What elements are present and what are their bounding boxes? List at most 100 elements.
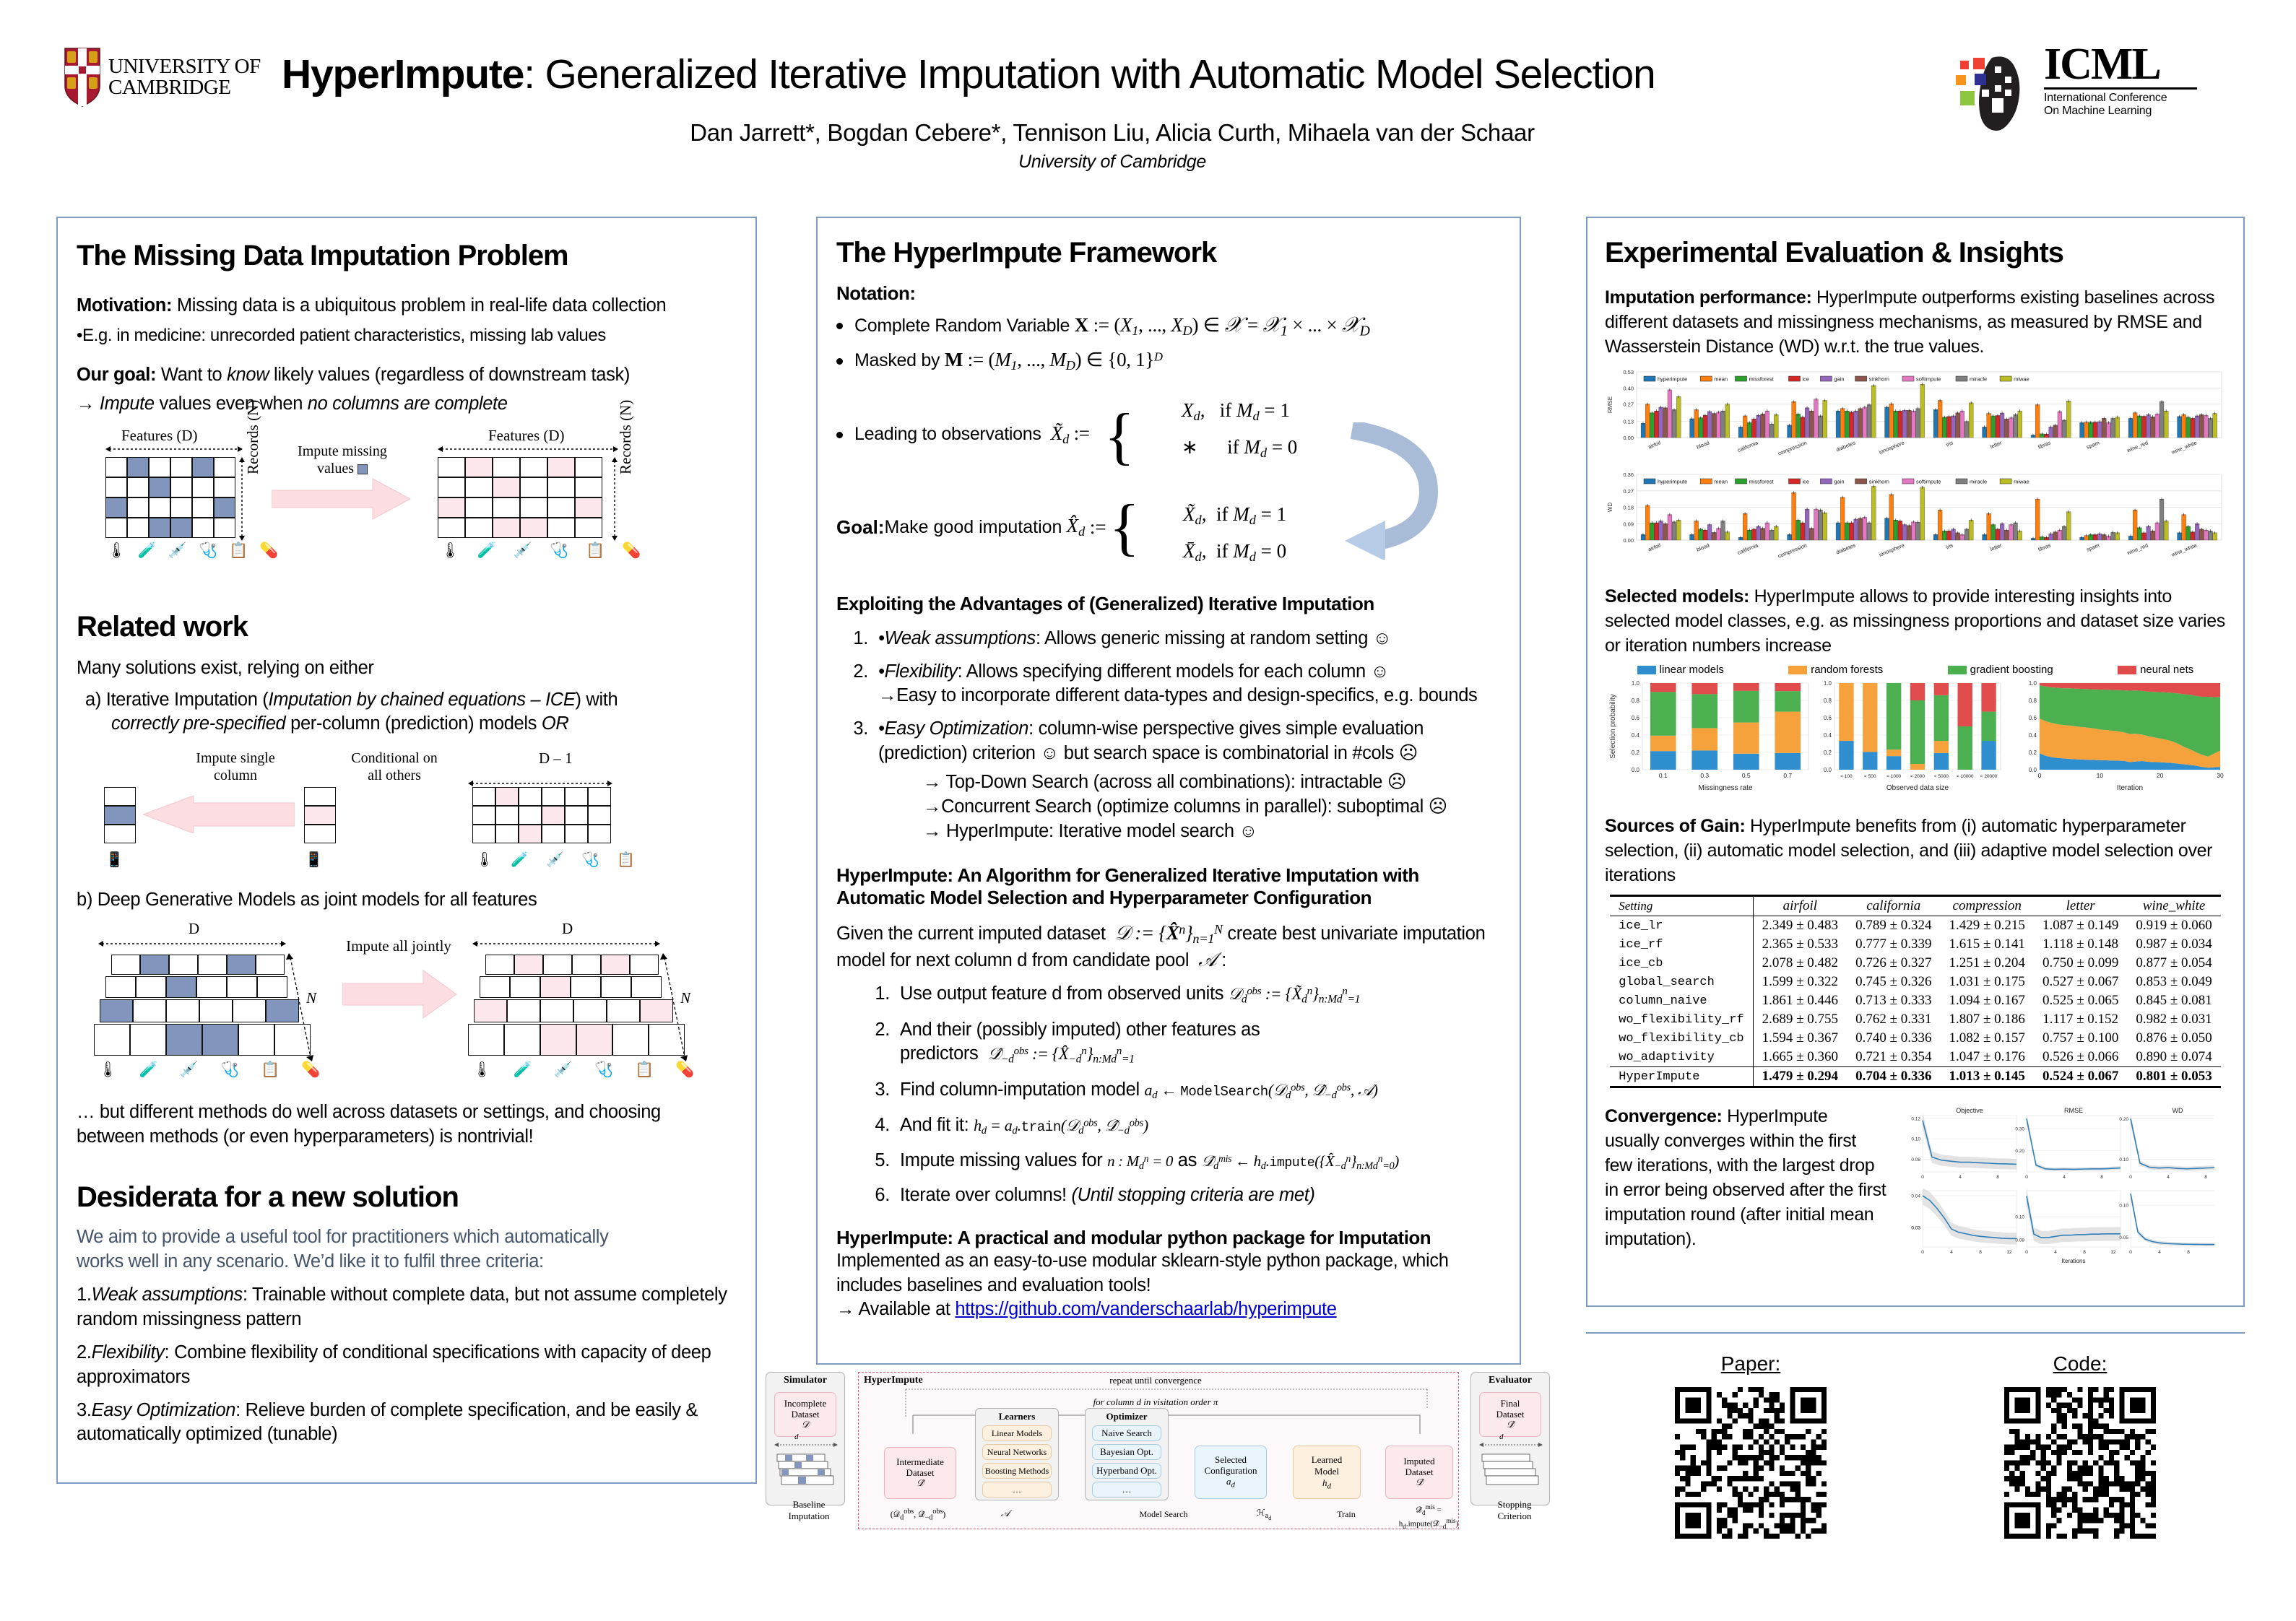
svg-text:4: 4 — [2054, 1250, 2057, 1255]
section-title-missing-data: The Missing Data Imputation Problem — [77, 240, 569, 271]
code-link-block[interactable]: Code: — [2004, 1352, 2156, 1542]
thermometer-icon: 🌡 — [107, 542, 126, 559]
cambridge-logo: UNIVERSITY OF CAMBRIDGE — [64, 45, 266, 110]
svg-text:0: 0 — [1921, 1250, 1924, 1255]
svg-text:8: 8 — [2083, 1250, 2086, 1255]
section-title-desiderata: Desiderata for a new solution — [77, 1181, 459, 1214]
evaluator-title: Evaluator — [1489, 1375, 1532, 1386]
table-cell: 1.807 ± 0.186 — [1949, 1012, 2025, 1027]
svg-text:0.00: 0.00 — [1623, 435, 1634, 441]
svg-text:Missingness rate: Missingness rate — [1698, 784, 1752, 792]
flow-label-model-search: Model Search — [1139, 1509, 1188, 1519]
desiderata-item-2: 2.Flexibility: Combine flexibility of co… — [77, 1342, 711, 1387]
svg-text:0: 0 — [2129, 1250, 2132, 1255]
observation-definition-block: Leading to observations X̃d := { Xd, if … — [836, 376, 1501, 593]
table-cell: 0.721 ± 0.354 — [1855, 1049, 1932, 1064]
learner-neural-networks: Neural Networks — [982, 1444, 1052, 1460]
phone-icon: 📱 — [105, 852, 124, 869]
panel-experimental-evaluation: Experimental Evaluation & Insights Imput… — [1586, 217, 2245, 1307]
stethoscope-icon: 🩺 — [549, 542, 569, 559]
svg-text:letter: letter — [1989, 542, 2003, 552]
svg-text:0.18: 0.18 — [1623, 505, 1634, 511]
bullet-icon — [836, 431, 843, 438]
legend-swatch — [1947, 665, 1967, 674]
selection-probability-charts: 0.0 0.2 0.4 0.6 0.8 1.0 Selection probability 0… — [1609, 680, 2224, 792]
legend-label: neural nets — [2140, 664, 2194, 676]
github-link[interactable]: https://github.com/vanderschaarlab/hyper… — [955, 1299, 1337, 1320]
svg-text:blood: blood — [1696, 542, 1710, 553]
svg-text:0.5: 0.5 — [1742, 772, 1751, 779]
svg-text:0.10: 0.10 — [2119, 1204, 2128, 1209]
svg-text:0.0: 0.0 — [2029, 767, 2037, 773]
legend-item-neural-nets: neural nets — [2118, 664, 2193, 676]
stethoscope-icon: 🩺 — [220, 1061, 240, 1079]
row-setting: ice_cb — [1619, 956, 1663, 970]
code-qr-code[interactable] — [2004, 1387, 2156, 1539]
stopping-criterion-label: Stopping Criterion — [1497, 1499, 1532, 1521]
convergence-text: HyperImpute usually converges within the… — [1605, 1106, 1886, 1249]
svg-text:ice: ice — [1803, 479, 1810, 485]
vial-icon: 🧪 — [139, 1061, 158, 1079]
table-row: wo_flexibility_cb 1.594 ± 0.367 0.740 ± 0.… — [1610, 1029, 2221, 1048]
svg-text:iris: iris — [1945, 439, 1954, 448]
table-cell: 1.013 ± 0.145 — [1940, 1066, 2034, 1088]
svg-text:< 1000: < 1000 — [1886, 774, 1901, 779]
exploit-sub-2: →Concurrent Search (optimize columns in … — [923, 796, 1447, 817]
learner-boosting-methods: Boosting Methods — [982, 1463, 1052, 1479]
icml-logo: ICML International Conference On Machine… — [1956, 42, 2253, 131]
medical-icons-joint-right: 🌡 🧪 💉 🩺 📋 💊 — [472, 1061, 694, 1079]
svg-text:ionosphere: ionosphere — [1878, 440, 1905, 456]
svg-text:1.0: 1.0 — [1632, 680, 1640, 687]
notation-item-1: Complete Random Variable X := (X1, ..., … — [836, 313, 1501, 340]
chart-icon: 📋 — [635, 1061, 654, 1079]
paper-link-block[interactable]: Paper: — [1675, 1352, 1827, 1542]
table-cell: 1.429 ± 0.215 — [1940, 916, 2034, 935]
final-dataset-box: Final Dataset 𝒟̂ — [1479, 1392, 1541, 1437]
legend-item-random-forests: random forests — [1788, 664, 1883, 676]
incomplete-dataset-box: Incomplete Dataset 𝒟 — [774, 1392, 836, 1437]
svg-text:diabetes: diabetes — [1835, 542, 1857, 555]
vial-icon: 🧪 — [477, 542, 496, 559]
svg-text:wine_white: wine_white — [2170, 440, 2198, 456]
stethoscope-icon: 🩺 — [198, 542, 218, 559]
svg-text:0.10: 0.10 — [2119, 1157, 2128, 1162]
svg-text:Iterations: Iterations — [2062, 1258, 2086, 1263]
selected-models-charts: linear models random forests gradient boos… — [1605, 664, 2226, 798]
affiliation: University of Cambridge — [1018, 152, 1206, 172]
vial-icon: 🧪 — [137, 542, 157, 559]
svg-text:0.00: 0.00 — [1623, 537, 1634, 544]
flow-label-H: ℋad — [1256, 1508, 1272, 1522]
table-cell: 0.740 ± 0.336 — [1855, 1030, 1932, 1046]
motivation-text: Missing data is a ubiquitous problem in … — [172, 295, 667, 316]
svg-text:compression: compression — [1777, 542, 1808, 560]
bullet-icon — [836, 357, 843, 365]
svg-text:0.2: 0.2 — [2029, 749, 2037, 756]
big-arrow-right — [272, 477, 412, 520]
related-item-b: b) Deep Generative Models as joint model… — [77, 890, 537, 911]
records-left-arrow — [239, 456, 245, 541]
wd-bar-chart: 0.00 0.09 0.18 0.27 0.36 WD airfoil blood califo… — [1607, 471, 2222, 560]
table-cell: 0.526 ± 0.066 — [2042, 1049, 2119, 1064]
exploit-item-3: 3. •Easy Optimization: column-wise persp… — [853, 718, 1424, 764]
svg-text:miracle: miracle — [1970, 376, 1987, 383]
svg-text:airfoil: airfoil — [1647, 439, 1661, 450]
legend-swatch — [1788, 665, 1808, 674]
svg-text:ionosphere: ionosphere — [1878, 542, 1905, 558]
learned-model-box: Learned Model hd — [1293, 1446, 1361, 1499]
imputed-dataset-box: Imputed Dataset 𝒟̂ — [1385, 1446, 1453, 1499]
table-cell: 1.118 ± 0.148 — [2042, 936, 2119, 952]
paper-qr-code[interactable] — [1675, 1387, 1827, 1539]
syringe-icon: 💉 — [168, 542, 187, 559]
svg-text:0.4: 0.4 — [1824, 732, 1832, 739]
column-header: letter — [2033, 895, 2128, 916]
svg-text:4: 4 — [1950, 1250, 1953, 1255]
algo-step-1: 1. Use output feature d from observed un… — [875, 983, 1361, 1006]
svg-text:20: 20 — [2157, 772, 2164, 779]
learners-title: Learners — [998, 1411, 1036, 1422]
svg-text:0.8: 0.8 — [1632, 697, 1640, 704]
algo-title-2: Automatic Model Selection and Hyperparam… — [836, 886, 1372, 908]
impute-label-line2: values — [270, 460, 415, 477]
table-cell: 0.757 ± 0.100 — [2042, 1030, 2119, 1046]
svg-text:0.27: 0.27 — [1623, 488, 1634, 495]
intermediate-dataset-box: Intermediate Dataset 𝒟̂ — [884, 1447, 956, 1499]
